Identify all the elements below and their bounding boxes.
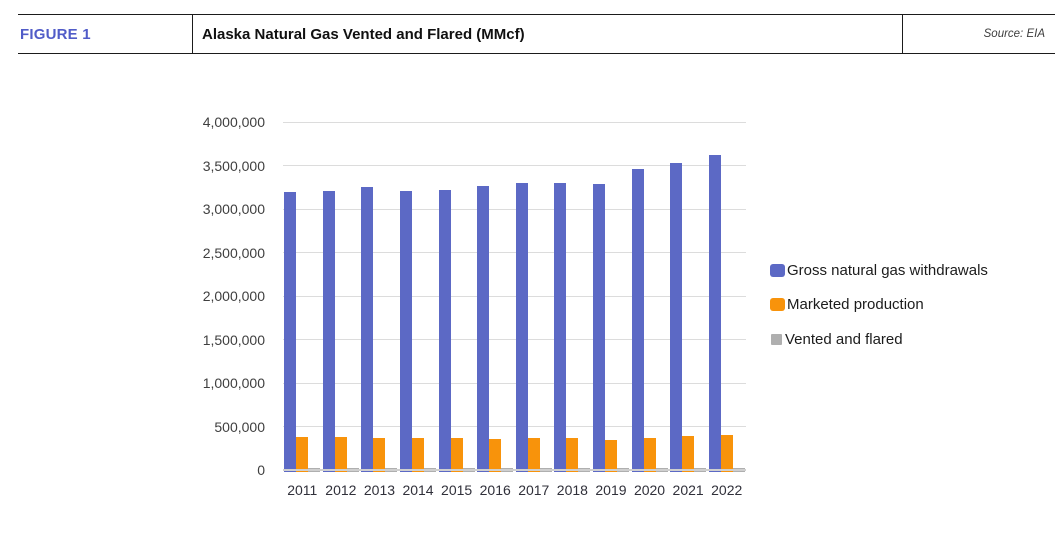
legend-label: Vented and flared: [785, 330, 903, 348]
bar-marketed-production-2011: [296, 436, 309, 472]
x-axis-tick-label: 2021: [672, 482, 704, 498]
bar-marketed-production-2019: [604, 439, 617, 472]
gridline: [283, 382, 746, 384]
x-axis-tick-label: 2017: [518, 482, 550, 498]
bar-marketed-production-2016: [489, 439, 502, 472]
x-axis-tick-label: 2022: [711, 482, 743, 498]
y-axis-tick-label: 3,000,000: [202, 201, 265, 217]
bar-gross-natural-gas-withdrawals-2013: [361, 186, 374, 472]
x-axis-tick-label: 2012: [325, 482, 357, 498]
bar-marketed-production-2017: [527, 438, 540, 472]
x-axis-tick-label: 2018: [556, 482, 588, 498]
legend-item-gross-natural-gas-withdrawals: Gross natural gas withdrawals: [770, 259, 988, 281]
y-axis-tick-label: 0: [257, 462, 265, 478]
y-axis-tick-label: 2,000,000: [202, 288, 265, 304]
gridline: [283, 426, 746, 427]
bar-gross-natural-gas-withdrawals-2022: [708, 155, 721, 472]
gridline: [283, 165, 746, 166]
x-axis-tick-label: 2019: [595, 482, 627, 498]
y-axis-tick-label: 1,000,000: [202, 375, 265, 391]
gridline: [283, 208, 746, 210]
legend: Gross natural gas withdrawals Marketed pr…: [770, 259, 988, 363]
bar-marketed-production-2015: [450, 438, 463, 472]
y-axis-tick-label: 2,500,000: [202, 244, 265, 261]
legend-item-marketed-production: Marketed production: [770, 294, 988, 316]
y-axis-tick-label: 1,500,000: [202, 331, 265, 348]
bar-marketed-production-2013: [373, 438, 386, 472]
bar-gross-natural-gas-withdrawals-2018: [554, 183, 567, 472]
x-axis-tick-label: 2020: [633, 482, 666, 498]
bar-marketed-production-2014: [412, 437, 425, 472]
y-axis-tick-label: 500,000: [214, 418, 265, 435]
y-axis-tick-label: 4,000,000: [202, 114, 265, 130]
bar-gross-natural-gas-withdrawals-2014: [400, 190, 413, 472]
gridline: [283, 295, 746, 297]
legend-label: Marketed production: [787, 296, 924, 313]
figure-header: FIGURE 1 Alaska Natural Gas Vented and F…: [18, 14, 1055, 54]
bar-gross-natural-gas-withdrawals-2011: [284, 192, 297, 472]
x-axis-tick-label: 2015: [441, 482, 473, 498]
bar-gross-natural-gas-withdrawals-2021: [670, 162, 683, 472]
gridline: [283, 339, 746, 340]
legend-swatch: [771, 333, 782, 345]
legend-item-vented-and-flared: Vented and flared: [770, 328, 988, 350]
x-axis-tick-label: 2014: [402, 482, 434, 498]
bar-gross-natural-gas-withdrawals-2015: [438, 190, 451, 472]
chart-title: Alaska Natural Gas Vented and Flared (MM…: [193, 15, 903, 53]
bar-marketed-production-2012: [334, 436, 347, 472]
bar-gross-natural-gas-withdrawals-2016: [477, 185, 490, 472]
gridline: [283, 121, 746, 123]
bar-marketed-production-2020: [643, 438, 656, 472]
source-label: Source: EIA: [983, 28, 1045, 40]
legend-label: Gross natural gas withdrawals: [787, 261, 988, 279]
x-axis-tick-label: 2011: [287, 482, 318, 498]
bar-gross-natural-gas-withdrawals-2020: [631, 168, 644, 472]
x-axis-tick-label: 2013: [363, 482, 396, 498]
bar-marketed-production-2021: [682, 436, 695, 472]
y-axis-tick-label: 3,500,000: [202, 157, 265, 174]
legend-swatch: [770, 298, 785, 311]
bar-marketed-production-2018: [566, 438, 579, 472]
bar-gross-natural-gas-withdrawals-2019: [592, 183, 605, 472]
legend-swatch: [770, 263, 785, 277]
gridline: [283, 252, 746, 253]
figure-label: FIGURE 1: [18, 15, 193, 53]
x-axis-line: [283, 469, 746, 471]
bar-gross-natural-gas-withdrawals-2012: [322, 191, 335, 472]
bar-marketed-production-2022: [720, 434, 733, 472]
x-axis-tick-label: 2016: [479, 482, 511, 498]
bar-gross-natural-gas-withdrawals-2017: [515, 183, 528, 472]
